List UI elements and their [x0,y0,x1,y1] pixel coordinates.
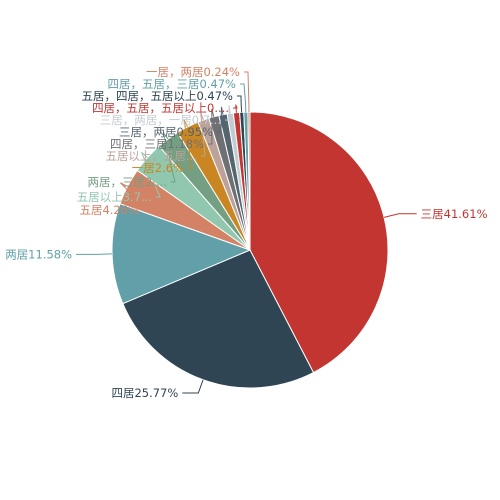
labels-layer: 一居，两居0.24%四居，五居，三居0.47%五居，四居，五居以上0.47%四居… [5,65,487,400]
slice-label-4: 五居以上3.7... [77,190,152,204]
leader-line-4 [141,151,161,198]
slice-label-7: 五居以上，五居... [106,149,197,163]
leader-line-0 [383,213,417,218]
pie-slice-0[interactable] [249,111,389,374]
leader-line-12 [237,95,243,113]
slice-label-8: 四居，三居1.18% [110,137,204,151]
pie-slice-2[interactable] [111,203,252,305]
slice-label-0: 三居41.61% [421,207,488,221]
pie-slice-1[interactable] [122,249,315,389]
leader-lines-layer [76,71,417,394]
leader-line-10 [225,105,231,121]
leader-line-13 [240,83,247,113]
leader-line-3 [120,182,149,211]
leader-line-8 [208,108,215,145]
slice-label-9: 三居，两居0.95% [119,125,213,139]
leader-line-6 [183,119,193,169]
slices-layer [111,111,389,389]
slice-label-2: 两居11.58% [5,247,72,261]
slice-label-1: 四居25.77% [111,386,178,400]
slice-label-13: 四居，五居，三居0.47% [107,77,236,91]
leader-line-5 [162,132,176,183]
slice-label-12: 五居，四居，五居以上0.47% [81,89,233,103]
leader-line-9 [217,106,224,133]
slice-label-14: 一居，两居0.24% [146,65,240,79]
slice-label-11: 四居，五居，五居以上0.... [92,101,229,115]
leader-line-11 [233,104,238,113]
leader-line-7 [200,112,206,157]
leader-line-14 [244,71,250,113]
slice-label-3: 五居4.26% [79,203,139,217]
slice-label-5: 两居，三居2.... [88,175,167,189]
leader-line-1 [182,379,204,394]
slice-label-6: 一居2.6% [132,161,184,175]
slice-label-10: 三居，两居，一居0.7... [100,113,221,127]
